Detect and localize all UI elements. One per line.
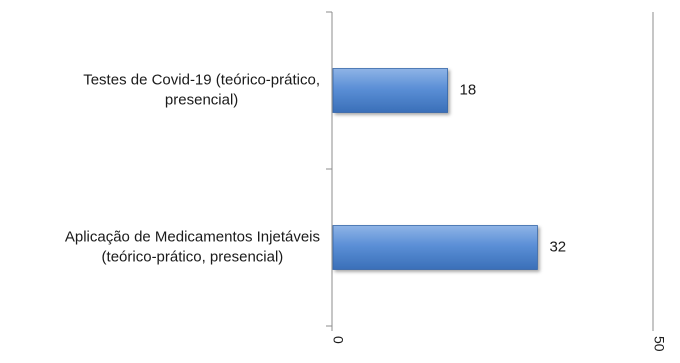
labels: 0 50 18 Testes de Covid-19 (teórico-prático… bbox=[65, 71, 667, 351]
category-label-line: Aplicação de Medicamentos Injetáveis bbox=[65, 228, 320, 245]
category-label: Aplicação de Medicamentos Injetáveis (teó… bbox=[65, 228, 320, 265]
category-label-line: presencial) bbox=[165, 91, 238, 108]
category-label-line: (teórico-prático, presencial) bbox=[102, 248, 284, 265]
category-label: Testes de Covid-19 (teórico-prático, pres… bbox=[83, 71, 320, 108]
x-tick-label: 50 bbox=[651, 336, 667, 352]
bar bbox=[332, 68, 448, 113]
axes bbox=[326, 11, 654, 331]
bar bbox=[332, 225, 538, 270]
data-label: 18 bbox=[460, 81, 477, 98]
category-label-line: Testes de Covid-19 (teórico-prático, bbox=[83, 71, 320, 88]
bars bbox=[332, 68, 538, 270]
x-tick-label: 0 bbox=[330, 336, 346, 344]
data-label: 32 bbox=[549, 238, 566, 255]
